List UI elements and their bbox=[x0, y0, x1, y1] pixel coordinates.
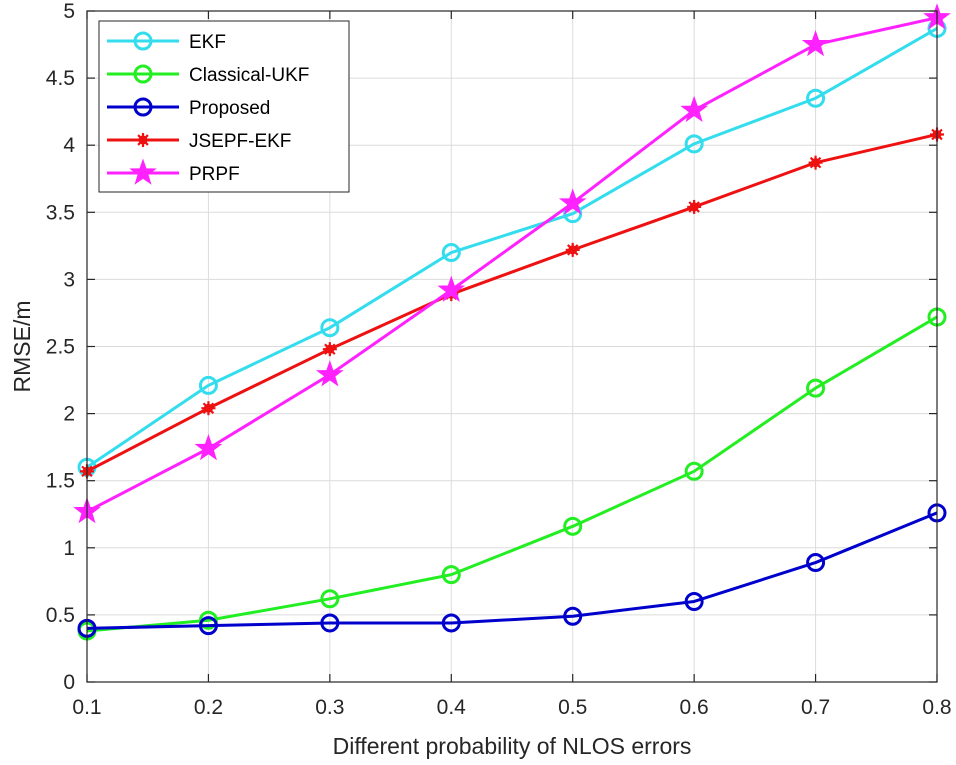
data-point bbox=[565, 242, 580, 257]
legend-label: JSEPF-EKF bbox=[189, 131, 291, 152]
data-point bbox=[684, 591, 704, 611]
series-ekf bbox=[77, 18, 947, 477]
data-point bbox=[806, 88, 826, 108]
legend-marker bbox=[129, 158, 157, 185]
x-tick-label: 0.6 bbox=[680, 696, 709, 719]
data-point bbox=[441, 565, 461, 585]
data-point bbox=[320, 589, 340, 609]
data-point bbox=[316, 360, 344, 387]
data-point bbox=[198, 616, 218, 636]
legend-entry: JSEPF-EKF bbox=[107, 131, 291, 152]
data-point bbox=[563, 606, 583, 626]
legend: EKF Classical-UKF Proposed JSEPF-EKF PRPF bbox=[98, 20, 350, 193]
data-point bbox=[806, 378, 826, 398]
x-tick-label: 0.2 bbox=[194, 696, 223, 719]
y-tick-label: 0.5 bbox=[46, 604, 75, 627]
data-point bbox=[563, 516, 583, 536]
y-tick-label: 3 bbox=[63, 268, 75, 291]
data-point bbox=[558, 188, 587, 215]
y-tick-label: 1.5 bbox=[46, 470, 75, 493]
data-point bbox=[441, 613, 461, 633]
legend-marker bbox=[133, 31, 153, 51]
x-tick-label: 0.1 bbox=[72, 696, 101, 719]
y-tick-label: 4.5 bbox=[46, 67, 75, 90]
series-line bbox=[86, 511, 938, 630]
legend-label: PRPF bbox=[189, 164, 240, 185]
x-tick-label: 0.8 bbox=[922, 696, 951, 719]
legend-marker bbox=[133, 64, 153, 84]
data-point bbox=[320, 318, 340, 338]
data-point bbox=[320, 613, 340, 633]
y-axis-title: RMSE/m bbox=[9, 301, 35, 393]
data-point bbox=[322, 342, 337, 357]
series-line bbox=[86, 27, 938, 469]
legend-entry: Classical-UKF bbox=[107, 64, 309, 86]
data-point bbox=[441, 243, 461, 263]
y-tick-label: 2.5 bbox=[46, 336, 75, 359]
x-tick-label: 0.3 bbox=[315, 696, 344, 719]
data-point bbox=[198, 375, 218, 395]
tick-labels: 0.1 0.2 0.3 0.4 0.5 0.6 0.7 0.8 0 0.5 1 1.5 2 2.5 3 3.5… bbox=[46, 0, 952, 719]
legend-label: EKF bbox=[189, 32, 226, 53]
legend-label: Proposed bbox=[189, 98, 270, 119]
y-tick-label: 1 bbox=[63, 537, 75, 560]
data-point bbox=[680, 95, 708, 123]
data-point bbox=[437, 275, 466, 302]
legend-entry: PRPF bbox=[107, 158, 240, 185]
legend-entry: Proposed bbox=[107, 97, 270, 119]
data-point bbox=[687, 199, 702, 214]
data-point bbox=[198, 610, 218, 630]
data-point bbox=[684, 134, 704, 154]
data-point bbox=[801, 30, 830, 57]
legend-entry: EKF bbox=[107, 31, 226, 53]
axis-ticks bbox=[86, 10, 938, 683]
x-tick-label: 0.5 bbox=[558, 696, 587, 719]
series-line bbox=[86, 132, 938, 473]
legend-marker bbox=[136, 133, 150, 147]
y-tick-label: 5 bbox=[63, 0, 75, 23]
x-axis-title: Different probability of NLOS errors bbox=[333, 733, 692, 759]
legend-marker bbox=[133, 97, 153, 117]
y-tick-label: 3.5 bbox=[46, 201, 75, 224]
x-tick-label: 0.7 bbox=[801, 696, 830, 719]
series-line bbox=[86, 16, 938, 513]
data-point bbox=[201, 401, 216, 416]
y-tick-label: 4 bbox=[63, 134, 75, 157]
series-line bbox=[86, 315, 938, 633]
data-point bbox=[806, 553, 826, 573]
data-point bbox=[194, 433, 223, 461]
data-point bbox=[684, 461, 704, 481]
x-tick-label: 0.4 bbox=[437, 696, 467, 719]
data-point bbox=[808, 155, 823, 170]
y-tick-label: 0 bbox=[63, 671, 75, 694]
y-tick-label: 2 bbox=[63, 403, 75, 426]
legend-label: Classical-UKF bbox=[189, 65, 309, 86]
